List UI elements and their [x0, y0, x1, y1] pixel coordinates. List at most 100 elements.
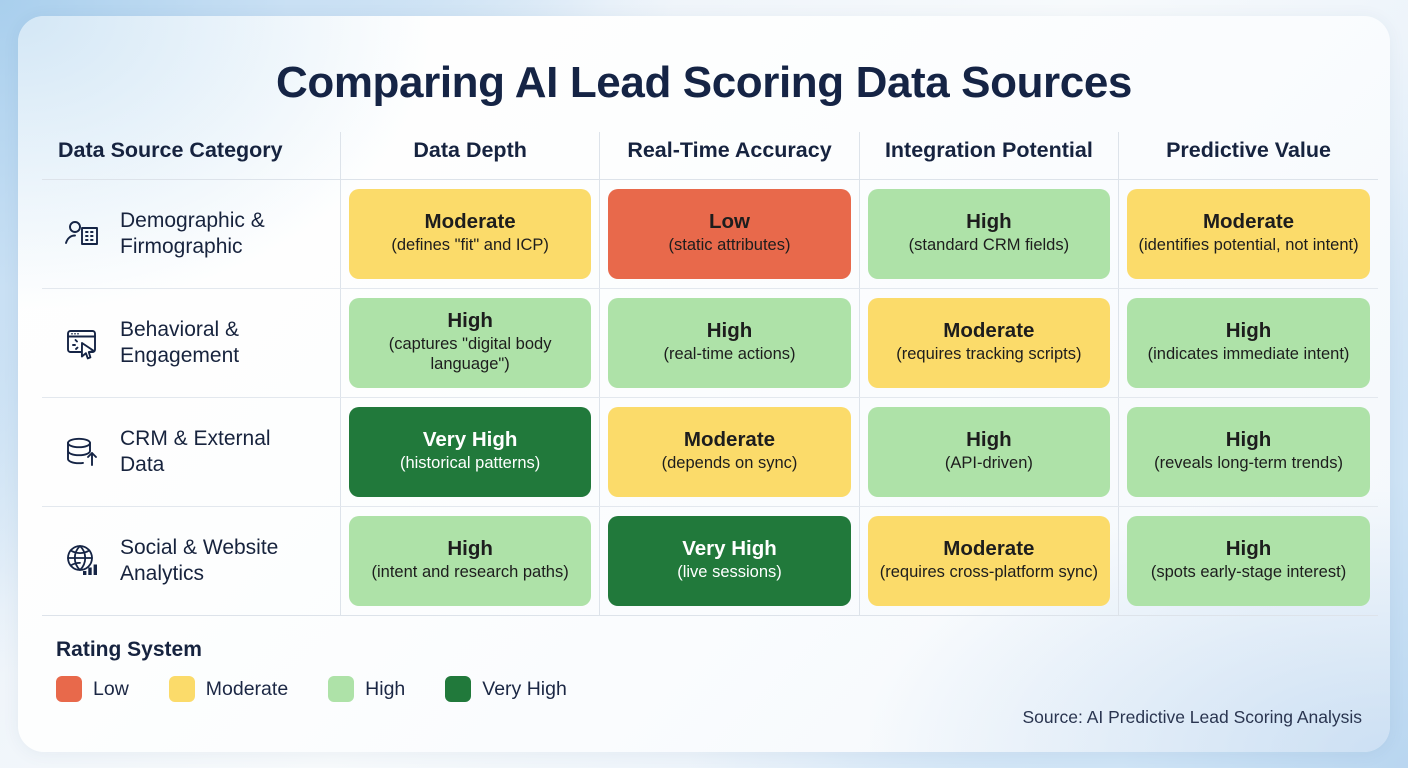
row-category-label: Behavioral & Engagement: [120, 317, 240, 367]
rating-note: (defines "fit" and ICP): [391, 236, 549, 255]
rating-badge: High (reveals long-term trends): [1127, 407, 1370, 497]
rating-level: Moderate: [1202, 209, 1295, 233]
legend-title: Rating System: [56, 638, 202, 661]
rating-note: (depends on sync): [661, 454, 798, 473]
rating-badge: Moderate (defines "fit" and ICP): [348, 189, 592, 279]
legend-swatch-low: [56, 676, 82, 702]
rating-note: (historical patterns): [399, 454, 541, 473]
legend-item-moderate: Moderate: [168, 676, 289, 702]
rating-note: (standard CRM fields): [908, 236, 1070, 255]
table-row: Demographic & Firmographic Moderate (def…: [42, 179, 1378, 289]
row-category-label: Social & Website Analytics: [120, 535, 279, 585]
cell-predictive-value: High (indicates immediate intent): [1118, 288, 1378, 398]
cell-data-depth: High (intent and research paths): [339, 506, 600, 616]
cell-data-depth: Very High (historical patterns): [339, 397, 600, 507]
rating-note: (reveals long-term trends): [1154, 454, 1343, 473]
rating-level: High: [447, 536, 493, 560]
rating-note: (intent and research paths): [371, 563, 569, 582]
column-header-real-time-accuracy: Real-Time Accuracy: [599, 132, 860, 180]
rating-note: (real-time actions): [663, 345, 796, 364]
rating-badge: Moderate (requires tracking scripts): [867, 298, 1111, 388]
rating-badge: High (indicates immediate intent): [1127, 298, 1370, 388]
rating-level: Moderate: [424, 209, 516, 233]
row-category-cell: CRM & External Data: [42, 397, 341, 507]
rating-level: High: [966, 427, 1012, 451]
rating-level: Very High: [422, 427, 518, 451]
table-row: Behavioral & Engagement High (captures "…: [42, 288, 1378, 398]
rating-badge: Moderate (requires cross-platform sync): [867, 516, 1111, 606]
rating-level: Very High: [682, 536, 777, 560]
database-upload-icon: [62, 431, 104, 473]
legend-label-high: High: [365, 677, 406, 700]
cell-real-time-accuracy: Moderate (depends on sync): [599, 397, 860, 507]
rating-note: (live sessions): [677, 563, 782, 582]
column-header-integration-potential: Integration Potential: [858, 132, 1119, 180]
cell-data-depth: High (captures "digital body language"): [339, 288, 600, 398]
rating-level: High: [1225, 318, 1272, 342]
browser-click-icon: [62, 322, 104, 364]
rating-level: Moderate: [943, 318, 1035, 342]
rating-badge: Moderate (depends on sync): [608, 407, 851, 497]
rating-level: High: [1225, 427, 1272, 451]
rating-note: (indicates immediate intent): [1147, 345, 1350, 364]
legend-swatch-high: [328, 676, 355, 702]
legend-item-very-high: Very High: [445, 676, 567, 702]
rating-badge: Very High (live sessions): [608, 516, 851, 606]
rating-level: Moderate: [943, 536, 1035, 560]
rating-badge: High (intent and research paths): [348, 516, 592, 606]
table-header: Data Source Category Data Depth Real-Tim…: [42, 132, 1378, 180]
cell-real-time-accuracy: High (real-time actions): [599, 288, 860, 398]
rating-note: (captures "digital body language"): [388, 335, 552, 374]
cell-predictive-value: High (spots early-stage interest): [1118, 506, 1378, 616]
column-header-predictive-value: Predictive Value: [1118, 132, 1378, 180]
legend-label-very-high: Very High: [482, 677, 567, 700]
rating-note: (requires cross-platform sync): [879, 563, 1098, 582]
row-category-label: Demographic & Firmographic: [120, 208, 265, 258]
source-attribution: Source: AI Predictive Lead Scoring Analy…: [1022, 707, 1363, 727]
cell-integration-potential: High (API-driven): [858, 397, 1119, 507]
cell-predictive-value: High (reveals long-term trends): [1118, 397, 1378, 507]
table-row: Social & Website Analytics High (intent …: [42, 506, 1378, 616]
cell-real-time-accuracy: Low (static attributes): [599, 179, 860, 289]
legend-item-high: High: [328, 676, 405, 702]
rating-badge: High (standard CRM fields): [867, 189, 1111, 279]
cell-data-depth: Moderate (defines "fit" and ICP): [339, 179, 600, 289]
page-title: Comparing AI Lead Scoring Data Sources: [275, 58, 1132, 107]
legend-label-moderate: Moderate: [205, 677, 289, 700]
rating-note: (requires tracking scripts): [896, 345, 1082, 364]
legend-swatch-moderate: [168, 676, 195, 702]
table-row: CRM & External Data Very High (historica…: [42, 397, 1378, 507]
rating-badge: Moderate (identifies potential, not inte…: [1127, 189, 1370, 279]
cell-integration-potential: High (standard CRM fields): [858, 179, 1119, 289]
legend-items: Low Moderate High Very High: [56, 676, 1366, 702]
user-building-icon: [62, 213, 104, 255]
rating-level: Moderate: [683, 427, 776, 451]
row-category-cell: Demographic & Firmographic: [42, 179, 341, 289]
comparison-table: Data Source Category Data Depth Real-Tim…: [42, 132, 1378, 616]
cell-predictive-value: Moderate (identifies potential, not inte…: [1118, 179, 1378, 289]
rating-badge: High (spots early-stage interest): [1127, 516, 1370, 606]
cell-real-time-accuracy: Very High (live sessions): [599, 506, 860, 616]
row-category-cell: Behavioral & Engagement: [42, 288, 341, 398]
cell-integration-potential: Moderate (requires tracking scripts): [858, 288, 1119, 398]
rating-badge: Very High (historical patterns): [348, 407, 592, 497]
rating-level: High: [447, 308, 493, 332]
rating-level: Low: [709, 209, 750, 233]
header-row: Data Source Category Data Depth Real-Tim…: [42, 132, 1378, 180]
legend-item-low: Low: [56, 676, 129, 702]
cell-integration-potential: Moderate (requires cross-platform sync): [858, 506, 1119, 616]
legend: Rating System Low Moderate High: [42, 638, 1366, 702]
globe-chart-icon: [62, 540, 104, 582]
column-header-data-depth: Data Depth: [339, 132, 600, 180]
legend-label-low: Low: [93, 677, 129, 700]
row-category-label: CRM & External Data: [120, 426, 271, 476]
rating-note: (identifies potential, not intent): [1138, 236, 1359, 255]
table-body: Demographic & Firmographic Moderate (def…: [42, 179, 1378, 616]
rating-badge: High (real-time actions): [608, 298, 851, 388]
rating-note: (spots early-stage interest): [1150, 563, 1347, 582]
rating-level: High: [1225, 536, 1272, 560]
rating-level: High: [706, 318, 753, 342]
rating-badge: Low (static attributes): [608, 189, 851, 279]
legend-swatch-very-high: [445, 676, 472, 702]
